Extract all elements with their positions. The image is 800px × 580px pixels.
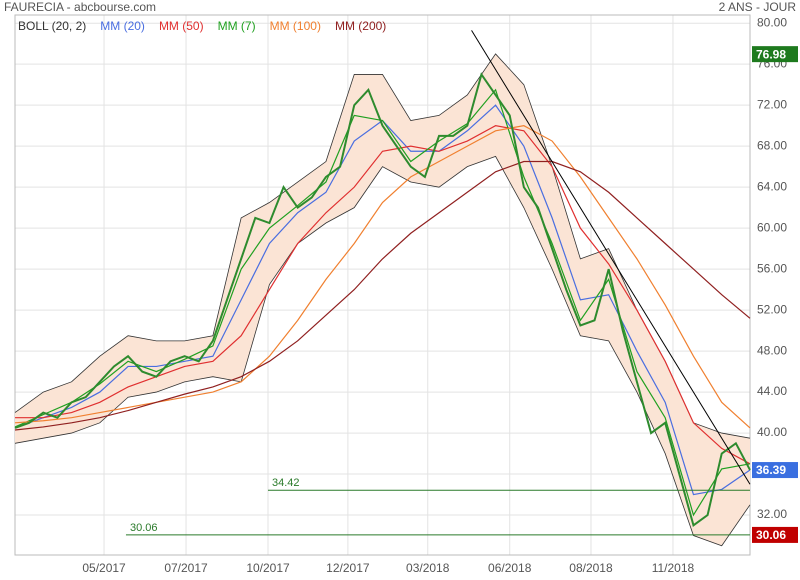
legend-entry: MM (50) (159, 19, 204, 33)
price-marker-label: 30.06 (756, 528, 786, 542)
y-tick-label: 64.00 (757, 179, 787, 193)
price-marker (752, 526, 798, 543)
bollinger-lower (14, 155, 751, 547)
x-tick-label: 12/2017 (326, 561, 370, 575)
y-tick-label: 72.00 (757, 97, 787, 111)
bollinger-upper (14, 53, 751, 439)
moving-average (14, 125, 751, 429)
trendline (471, 30, 751, 485)
moving-average (14, 88, 751, 517)
price-marker-label: 36.39 (756, 463, 786, 477)
y-tick-label: 56.00 (757, 261, 787, 275)
legend-entry: MM (100) (270, 19, 321, 33)
price-marker-label: 76.98 (756, 47, 786, 61)
y-tick-label: 48.00 (757, 343, 787, 357)
y-tick-label: 40.00 (757, 425, 787, 439)
y-tick-label: 80.00 (757, 15, 787, 29)
y-tick-label: 44.00 (757, 384, 787, 398)
price-marker (752, 462, 798, 479)
bollinger-fill (15, 53, 750, 546)
y-tick-label: 60.00 (757, 220, 787, 234)
chart-title: FAURECIA - abcbourse.com (4, 0, 156, 14)
y-tick-label: 68.00 (757, 138, 787, 152)
level-label: 30.06 (130, 522, 158, 534)
x-tick-label: 08/2018 (569, 561, 613, 575)
y-tick-label: 32.00 (757, 507, 787, 521)
x-tick-label: 10/2017 (246, 561, 290, 575)
x-tick-label: 03/2018 (406, 561, 450, 575)
price-line (14, 72, 751, 527)
price-marker (752, 46, 798, 63)
legend-entry: BOLL (20, 2) (18, 19, 86, 33)
legend-entry: MM (7) (218, 19, 256, 33)
x-tick-label: 06/2018 (488, 561, 532, 575)
x-tick-label: 11/2018 (652, 561, 695, 575)
moving-average (15, 125, 751, 465)
x-tick-label: 07/2017 (164, 561, 208, 575)
plot-frame (14, 14, 751, 556)
chart-subtitle: 2 ANS - JOUR (719, 0, 797, 14)
legend-entry: MM (200) (335, 19, 386, 33)
level-label: 34.42 (272, 477, 300, 489)
y-tick-label: 52.00 (757, 302, 787, 316)
x-tick-label: 05/2017 (82, 561, 126, 575)
legend-entry: MM (20) (100, 19, 145, 33)
moving-average (14, 160, 751, 431)
